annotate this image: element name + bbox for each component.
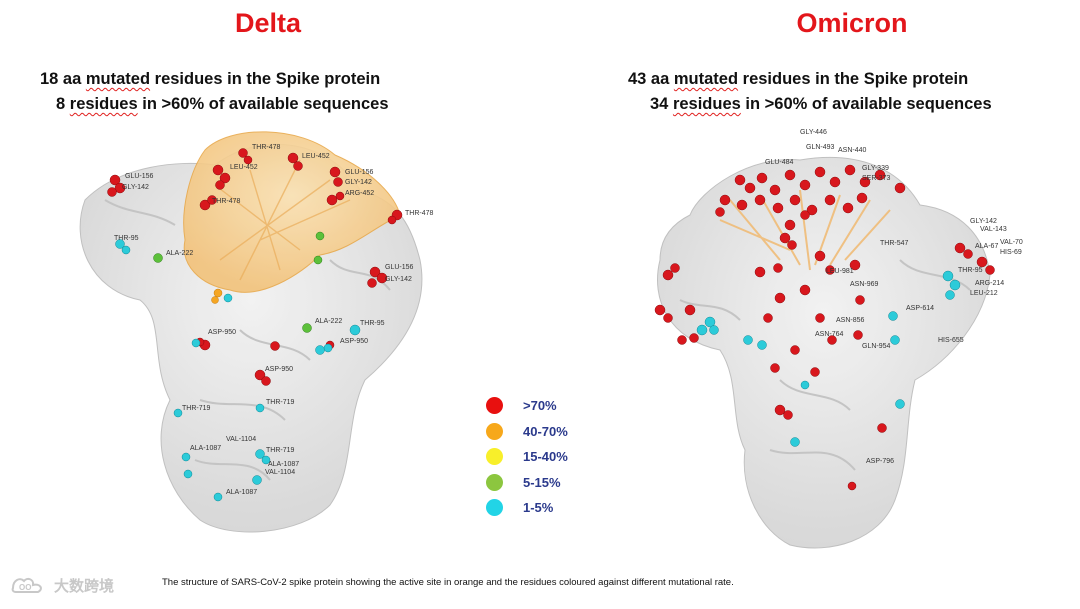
residue-label: LEU-452 [302, 153, 330, 160]
omicron-stat-word: mutated [673, 70, 739, 88]
residue-label: SER-373 [862, 175, 891, 182]
omicron-spike-structure [657, 156, 991, 549]
residue-label: THR-478 [405, 210, 434, 217]
residue-label: HIS-655 [938, 337, 964, 344]
residue-label: THR-719 [266, 399, 295, 406]
figure-caption: The structure of SARS-CoV-2 spike protei… [162, 577, 734, 588]
residue-label: LEU-981 [826, 268, 854, 275]
delta-residue-labels: GLU-156 GLY-142 THR-478 LEU-452 THR-478 … [114, 144, 434, 496]
residue-label: THR-478 [212, 198, 241, 205]
omicron-residue-labels: GLY-446 GLN-493 ASN-440 GLU-484 GLY-339 … [765, 129, 1023, 465]
residue-label: ALA-222 [166, 250, 193, 257]
residue-label: ASN-856 [836, 317, 865, 324]
residue-label: GLY-339 [862, 165, 889, 172]
residue-label: GLU-156 [345, 169, 374, 176]
residue-label: GLU-484 [765, 159, 794, 166]
svg-text:OO: OO [19, 583, 31, 592]
delta-stat-line-2: 8 residues in >60% of available sequence… [56, 95, 389, 114]
residue-label: THR-95 [958, 267, 983, 274]
delta-residue-markers [107, 148, 403, 502]
residue-label: THR-719 [182, 405, 211, 412]
omicron-stat2-count: 34 [650, 95, 669, 113]
residue-label: ASP-950 [340, 338, 368, 345]
residue-label: ASP-614 [906, 305, 934, 312]
residue-label: GLY-142 [385, 276, 412, 283]
residue-label: ALA-67 [975, 243, 998, 250]
residue-label: VAL-143 [980, 226, 1007, 233]
omicron-title: Omicron [796, 8, 908, 38]
watermark: OO 大数跨境 [10, 574, 114, 596]
legend-dot [486, 397, 503, 415]
residue-label: THR-478 [252, 144, 281, 151]
omicron-stat-rest: residues in the Spike protein [742, 70, 969, 88]
residue-label: GLU-156 [385, 264, 414, 271]
residue-label: ALA-1087 [268, 461, 299, 468]
delta-title: Delta [234, 8, 302, 38]
legend-item: 40-70% [486, 419, 568, 445]
residue-label: ARG-214 [975, 280, 1004, 287]
residue-label: GLU-156 [125, 173, 154, 180]
omicron-stat-line-1: 43 aa mutated residues in the Spike prot… [628, 70, 968, 89]
legend-dot [486, 448, 503, 466]
residue-label: GLY-142 [122, 184, 149, 191]
legend-item: 1-5% [486, 495, 568, 521]
residue-label: GLY-446 [800, 129, 827, 136]
residue-label: ALA-1087 [226, 489, 257, 496]
residue-label: THR-95 [114, 235, 139, 242]
legend-item: 15-40% [486, 444, 568, 470]
legend-label: 40-70% [523, 423, 568, 439]
legend-item: >70% [486, 393, 568, 419]
legend-dot [486, 473, 503, 491]
watermark-text: 大数跨境 [54, 577, 115, 595]
residue-label: ARG-452 [345, 190, 374, 197]
residue-label: LEU-212 [970, 290, 998, 297]
residue-label: GLY-142 [345, 179, 372, 186]
delta-spike-structure [79, 131, 423, 533]
residue-label: ASN-764 [815, 331, 844, 338]
residue-label: VAL-70 [1000, 239, 1023, 246]
omicron-stat-count: 43 aa [628, 70, 670, 88]
legend-label: 15-40% [523, 449, 568, 465]
legend-item: 5-15% [486, 470, 568, 496]
delta-stat2-count: 8 [56, 95, 66, 113]
residue-label: ASN-440 [838, 147, 867, 154]
omicron-stat-line-2: 34 residues in >60% of available sequenc… [650, 95, 992, 114]
legend-dot [486, 499, 503, 517]
legend-label: >70% [523, 398, 557, 414]
residue-label: VAL-1104 [265, 469, 295, 476]
watermark-logo-icon: OO [11, 577, 42, 593]
residue-label: THR-719 [266, 447, 295, 454]
residue-label: THR-547 [880, 240, 909, 247]
legend-label: 5-15% [523, 474, 561, 490]
omicron-residue-markers [654, 164, 995, 491]
omicron-stat2-word: residues [672, 95, 741, 113]
delta-stat-count: 18 aa [40, 70, 82, 88]
omicron-stat2-rest: in >60% of available sequences [745, 95, 992, 113]
delta-stat-rest: residues in the Spike protein [154, 70, 381, 88]
mutation-rate-legend: >70% 40-70% 15-40% 5-15% 1-5% [486, 393, 568, 521]
legend-label: 1-5% [523, 500, 554, 516]
residue-label: VAL-1104 [226, 436, 256, 443]
delta-stat2-word: residues [69, 95, 138, 113]
delta-stat-line-1: 18 aa mutated residues in the Spike prot… [40, 70, 380, 89]
residue-label: THR-95 [360, 320, 385, 327]
residue-label: GLN-954 [862, 343, 891, 350]
residue-label: ALA-1087 [190, 445, 221, 452]
residue-label: ASP-950 [265, 366, 293, 373]
residue-label: ALA-222 [315, 318, 342, 325]
residue-label: ASN-969 [850, 281, 879, 288]
residue-label: ASP-796 [866, 458, 894, 465]
residue-label: LEU-452 [230, 164, 258, 171]
delta-stat2-rest: in >60% of available sequences [142, 95, 389, 113]
residue-label: HIS-69 [1000, 249, 1022, 256]
legend-dot [486, 422, 503, 440]
residue-label: GLN-493 [806, 144, 835, 151]
residue-label: GLY-142 [970, 218, 997, 225]
residue-label: ASP-950 [208, 329, 236, 336]
delta-stat-word: mutated [85, 70, 151, 88]
